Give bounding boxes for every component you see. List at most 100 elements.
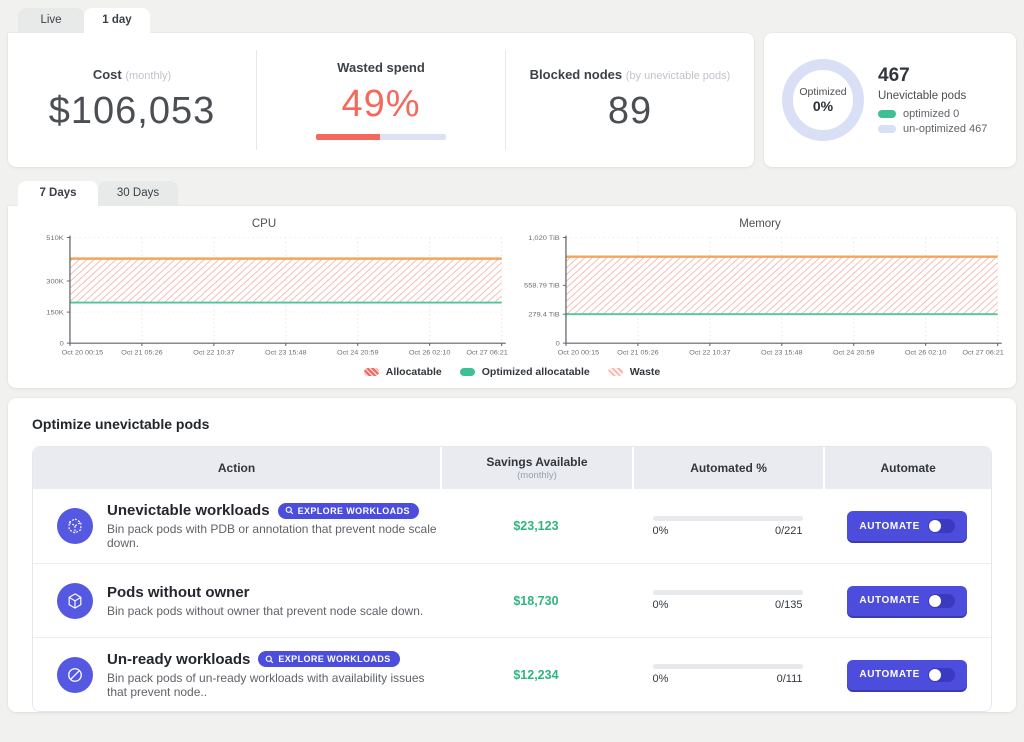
legend-allocatable-label: Allocatable [385,366,442,378]
svg-text:300K: 300K [46,278,64,286]
header-automated-label: Automated % [690,461,767,475]
prohibited-icon [57,656,93,693]
table-header: Action Savings Available (monthly) Autom… [33,447,991,489]
wasted-spend-value: 49% [341,83,421,125]
savings-value: $23,123 [513,519,559,533]
row-description: Bin pack pods with PDB or annotation tha… [107,522,437,550]
legend-optimized-allocatable-label: Optimized allocatable [481,366,590,378]
header-savings: Savings Available (monthly) [440,447,632,489]
svg-text:150K: 150K [46,309,64,317]
automated-ratio: 0/221 [775,524,803,537]
svg-text:279.4 TiB: 279.4 TiB [528,311,560,319]
unoptimized-swatch [878,125,896,133]
svg-text:Oct 21 05:26: Oct 21 05:26 [121,350,163,357]
tab-live[interactable]: Live [18,8,84,33]
automate-button[interactable]: AUTOMATE [847,659,967,690]
automated-progress-bar [652,590,803,595]
automated-cell: 0% 0/135 [632,590,824,611]
unevictable-pods-summary: 467 Unevictable pods optimized 0 un-opti… [878,65,987,135]
savings-cell: $18,730 [440,594,632,608]
automate-button-label: AUTOMATE [859,520,920,532]
header-action-label: Action [217,461,256,475]
optimize-pods-card: Optimize unevictable pods Action Savings… [8,398,1016,712]
blocked-nodes-label-suffix: (by unevictable pods) [625,70,731,82]
wasted-spend-stat: Wasted spend 49% [256,50,505,150]
optimized-pods-card: Optimized 0% 467 Unevictable pods optimi… [764,33,1016,167]
automate-cell: AUTOMATE [823,511,991,541]
svg-text:Oct 24 20:59: Oct 24 20:59 [337,350,379,357]
row-title: Un-ready workloads [107,650,251,668]
svg-text:Oct 22 10:37: Oct 22 10:37 [689,350,731,357]
automate-toggle[interactable] [927,667,955,682]
tab-7-days[interactable]: 7 Days [18,181,98,206]
svg-text:0: 0 [556,340,560,348]
donut-label: Optimized [799,86,847,98]
table-row-unevictable-workloads: Unevictable workloads EXPLORE WORKLOADS … [33,489,991,563]
automate-toggle[interactable] [927,519,955,533]
legend-waste-label: Waste [629,366,661,378]
header-action: Action [33,447,440,489]
cost-stat: Cost (monthly) $106,053 [8,50,256,150]
tab-1-day[interactable]: 1 day [84,8,150,33]
toggle-knob [928,594,941,607]
action-cell: Pods without owner Bin pack pods without… [33,582,440,619]
optimize-pods-title: Optimize unevictable pods [32,416,210,432]
automated-percent: 0% [652,599,669,611]
row-description: Bin pack pods of un-ready workloads with… [107,670,425,699]
explore-badge-label: EXPLORE WORKLOADS [297,505,410,516]
explore-badge-label: EXPLORE WORKLOADS [278,654,391,664]
svg-text:Oct 20 00:15: Oct 20 00:15 [62,350,104,357]
automate-cell: AUTOMATE [823,585,991,616]
automate-toggle[interactable] [927,593,955,608]
svg-text:558.79 TiB: 558.79 TiB [524,282,560,290]
cube-icon [57,582,93,619]
svg-text:1,020 TiB: 1,020 TiB [528,234,560,242]
savings-cell: $23,123 [440,519,632,533]
svg-text:Oct 26 02:10: Oct 26 02:10 [905,350,947,357]
wasted-spend-label: Wasted spend [337,60,425,75]
automate-button-label: AUTOMATE [859,669,920,680]
action-cell: Unevictable workloads EXPLORE WORKLOADS … [33,502,440,550]
toggle-knob [928,668,941,681]
header-automate: Automate [823,447,991,489]
explore-workloads-button[interactable]: EXPLORE WORKLOADS [258,651,400,667]
unevictable-pods-count: 467 [878,65,910,86]
memory-chart-title: Memory [739,218,781,230]
unoptimized-legend-label: un-optimized 467 [903,123,988,135]
unoptimized-legend-item: un-optimized 467 [878,123,987,135]
svg-text:Oct 23 15:48: Oct 23 15:48 [265,350,307,357]
automate-button-label: AUTOMATE [859,595,920,606]
svg-text:Oct 23 15:48: Oct 23 15:48 [761,350,803,357]
automate-button[interactable]: AUTOMATE [847,585,967,616]
automate-button[interactable]: AUTOMATE [847,511,967,541]
table-row-pods-without-owner: Pods without owner Bin pack pods without… [33,563,991,637]
search-icon [266,655,274,663]
legend-waste: Waste [607,366,661,378]
charts-wrap: CPU 0 150K 300K 510K Oct 20 00:15 Oct 21 05:2… [16,214,1008,362]
row-title: Unevictable workloads [107,502,270,519]
svg-text:Oct 24 20:59: Oct 24 20:59 [833,350,875,357]
blocked-nodes-label: Blocked nodes (by unevictable pods) [530,67,731,82]
toggle-knob [928,520,941,532]
svg-text:Oct 21 05:26: Oct 21 05:26 [617,350,659,357]
savings-value: $18,730 [513,593,559,608]
unevictable-pods-count-label: Unevictable pods [878,90,967,102]
action-text: Unevictable workloads EXPLORE WORKLOADS … [107,502,440,550]
blocked-nodes-stat: Blocked nodes (by unevictable pods) 89 [505,50,754,150]
legend-allocatable: Allocatable [363,366,442,378]
automated-cell: 0% 0/221 [632,515,824,537]
chart-range-tabs: 7 Days 30 Days [18,181,1016,206]
row-title: Pods without owner [107,583,250,601]
svg-text:0: 0 [60,340,64,348]
automated-progress-bar [652,664,803,669]
charts-card: CPU 0 150K 300K 510K Oct 20 00:15 Oct 21 05:2… [8,206,1016,388]
svg-text:Oct 20 00:15: Oct 20 00:15 [558,350,600,357]
explore-workloads-button[interactable]: EXPLORE WORKLOADS [277,502,419,519]
cpu-chart: CPU 0 150K 300K 510K Oct 20 00:15 Oct 21 05:2… [16,214,512,362]
action-text: Pods without owner Bin pack pods without… [107,584,423,618]
stats-card: Cost (monthly) $106,053 Wasted spend 49%… [8,33,754,167]
row-description: Bin pack pods without owner that prevent… [107,603,424,618]
tab-30-days[interactable]: 30 Days [98,181,178,206]
header-savings-sub: (monthly) [517,470,557,481]
savings-value: $12,234 [513,667,559,682]
